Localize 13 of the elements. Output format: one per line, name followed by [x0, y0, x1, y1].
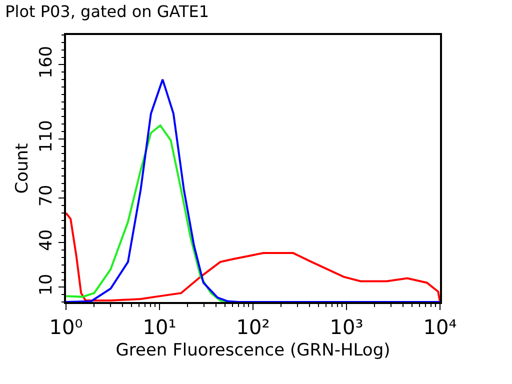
x-tick-label: 10¹	[142, 314, 176, 339]
x-tick-label: 10⁴	[423, 314, 457, 339]
y-tick-label: 40	[36, 229, 56, 251]
y-tick-label: 110	[36, 120, 56, 153]
y-tick-label: 10	[36, 274, 56, 296]
x-tick-label: 10⁰	[49, 314, 83, 339]
x-axis-title: Green Fluorescence (GRN-HLog)	[116, 340, 390, 361]
x-tick-label: 10³	[330, 314, 364, 339]
x-tick-label: 10²	[236, 314, 270, 339]
y-tick-label: 160	[36, 46, 56, 78]
chart-title: Plot P03, gated on GATE1	[5, 2, 210, 21]
y-tick-label: 70	[36, 184, 56, 206]
y-axis-title: Count	[12, 142, 32, 194]
